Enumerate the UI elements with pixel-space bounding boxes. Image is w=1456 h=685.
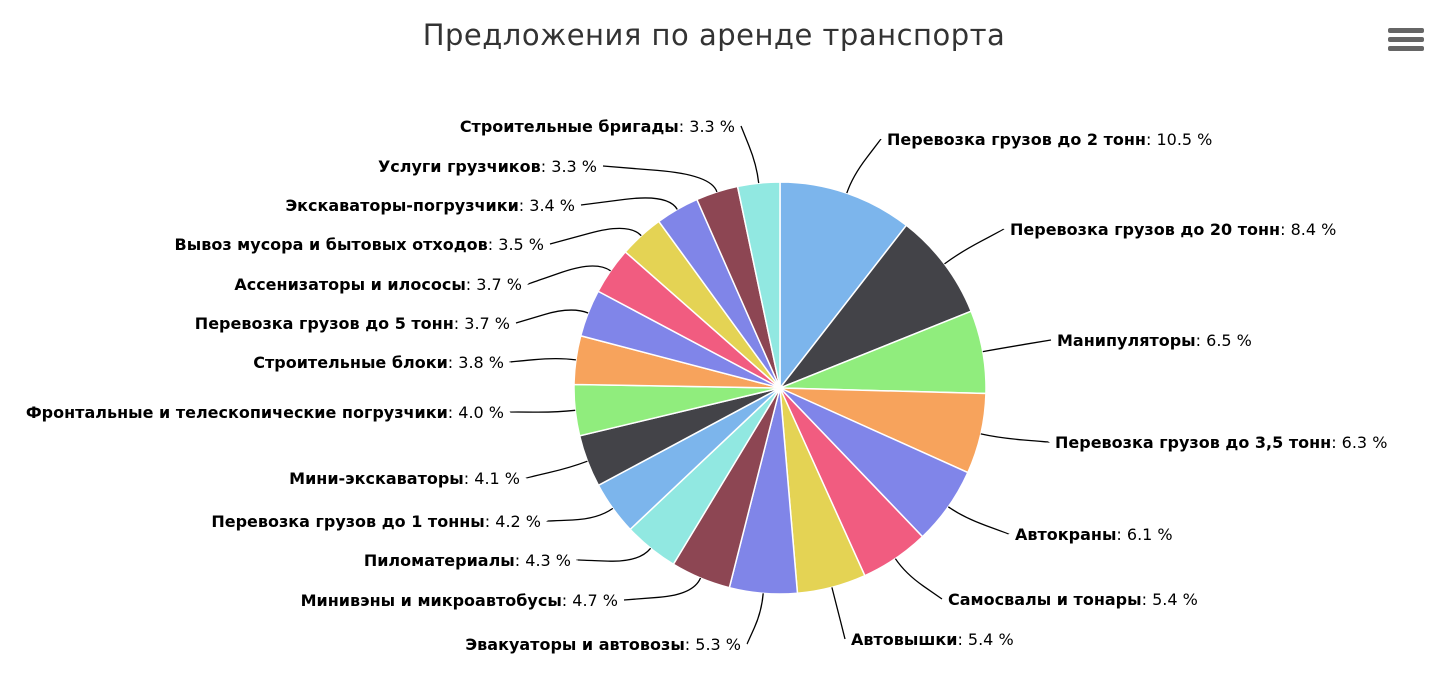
slice-label-name: Фронтальные и телескопические погрузчики	[26, 403, 448, 422]
slice-label-value: : 3.5 %	[488, 235, 544, 254]
slice-label-value: : 5.3 %	[685, 635, 741, 654]
slice-label-value: : 6.1 %	[1116, 525, 1172, 544]
label-connector	[982, 339, 1052, 353]
slice-label-name: Автовышки	[851, 630, 957, 649]
label-connector	[602, 165, 718, 193]
slice-label-value: : 6.3 %	[1331, 433, 1387, 452]
slice-label-name: Перевозка грузов до 2 тонн	[887, 130, 1146, 149]
slice-label: Строительные бригады: 3.3 %	[460, 117, 735, 136]
slice-label: Самосвалы и тонары: 5.4 %	[948, 590, 1198, 609]
slice-label-name: Строительные блоки	[253, 353, 448, 372]
chart-title: Предложения по аренде транспорта	[422, 18, 1006, 52]
label-connector	[576, 547, 652, 562]
slice-label: Фронтальные и телескопические погрузчики…	[26, 403, 504, 422]
slice-label: Ассенизаторы и илососы: 3.7 %	[234, 275, 522, 294]
slice-label-name: Перевозка грузов до 5 тонн	[195, 314, 454, 333]
slice-label-value: : 4.2 %	[485, 512, 541, 531]
slice-label-value: : 3.3 %	[541, 157, 597, 176]
slice-label-value: : 3.8 %	[448, 353, 504, 372]
slice-label-value: : 10.5 %	[1146, 130, 1212, 149]
slice-label-value: : 4.0 %	[448, 403, 504, 422]
label-connector	[846, 138, 882, 194]
slice-label: Манипуляторы: 6.5 %	[1057, 331, 1252, 350]
label-connector	[831, 587, 846, 640]
chart-menu-button[interactable]	[1388, 28, 1424, 58]
slice-label-value: : 4.3 %	[515, 551, 571, 570]
slice-label-name: Эвакуаторы и автовозы	[465, 635, 684, 654]
label-connectors	[509, 125, 1052, 645]
label-connector	[980, 433, 1050, 443]
label-connector	[546, 507, 614, 522]
slice-label: Строительные блоки: 3.8 %	[253, 353, 504, 372]
label-connector	[944, 228, 1005, 265]
pie-slice[interactable]	[779, 181, 908, 391]
slice-label-value: : 3.4 %	[519, 196, 575, 215]
hamburger-menu-icon	[1388, 28, 1424, 51]
label-connector	[947, 506, 1010, 535]
slice-label-name: Вывоз мусора и бытовых отходов	[175, 235, 488, 254]
label-connector	[740, 125, 760, 184]
slice-label-name: Минивэны и микроавтобусы	[301, 591, 562, 610]
slice-label-value: : 3.3 %	[679, 117, 735, 136]
label-connector	[746, 593, 764, 645]
slice-label-value: : 6.5 %	[1196, 331, 1252, 350]
slice-label-name: Перевозка грузов до 1 тонны	[211, 512, 484, 531]
slice-label-value: : 3.7 %	[466, 275, 522, 294]
slice-label: Пиломатериалы: 4.3 %	[364, 551, 571, 570]
slice-label-name: Пиломатериалы	[364, 551, 515, 570]
slice-label-name: Строительные бригады	[460, 117, 679, 136]
label-connector	[527, 265, 611, 285]
slice-label: Услуги грузчиков: 3.3 %	[378, 157, 597, 176]
pie-slice[interactable]	[777, 224, 973, 390]
slice-label: Автокраны: 6.1 %	[1015, 525, 1173, 544]
slice-label-name: Самосвалы и тонары	[948, 590, 1142, 609]
label-connector	[525, 460, 588, 479]
pie-slice[interactable]	[736, 181, 781, 389]
slice-label: Эвакуаторы и автовозы: 5.3 %	[465, 635, 741, 654]
slice-label-value: : 4.7 %	[562, 591, 618, 610]
label-connector	[549, 227, 642, 245]
slice-label: Перевозка грузов до 2 тонн: 10.5 %	[887, 130, 1212, 149]
slice-label-name: Автокраны	[1015, 525, 1116, 544]
label-connector	[623, 577, 702, 601]
label-connector	[515, 309, 589, 324]
label-connector	[509, 358, 576, 363]
slice-label: Минивэны и микроавтобусы: 4.7 %	[301, 591, 618, 610]
slice-label: Перевозка грузов до 1 тонны: 4.2 %	[211, 512, 541, 531]
slice-label: Экскаваторы-погрузчики: 3.4 %	[285, 196, 575, 215]
slice-label-name: Перевозка грузов до 3,5 тонн	[1055, 433, 1331, 452]
slice-label-value: : 8.4 %	[1280, 220, 1336, 239]
slice-label-value: : 5.4 %	[1142, 590, 1198, 609]
slice-label-name: Экскаваторы-погрузчики	[285, 196, 518, 215]
slice-label-name: Манипуляторы	[1057, 331, 1196, 350]
slice-label: Вывоз мусора и бытовых отходов: 3.5 %	[175, 235, 544, 254]
slice-label: Перевозка грузов до 20 тонн: 8.4 %	[1010, 220, 1336, 239]
label-connector	[509, 409, 576, 413]
pie-slices	[573, 181, 987, 595]
slice-label-value: : 4.1 %	[464, 469, 520, 488]
slice-label: Перевозка грузов до 3,5 тонн: 6.3 %	[1055, 433, 1387, 452]
slice-label-value: : 5.4 %	[957, 630, 1013, 649]
slice-label-name: Ассенизаторы и илососы	[234, 275, 465, 294]
slice-label-name: Услуги грузчиков	[378, 157, 541, 176]
slice-label: Перевозка грузов до 5 тонн: 3.7 %	[195, 314, 510, 333]
slice-label: Автовышки: 5.4 %	[851, 630, 1014, 649]
slice-label-name: Перевозка грузов до 20 тонн	[1010, 220, 1280, 239]
slice-label-value: : 3.7 %	[454, 314, 510, 333]
slice-labels: Перевозка грузов до 2 тонн: 10.5 %Перево…	[26, 117, 1388, 654]
slice-label-name: Мини-экскаваторы	[289, 469, 464, 488]
label-connector	[894, 558, 943, 600]
label-connector	[580, 197, 678, 210]
slice-label: Мини-экскаваторы: 4.1 %	[289, 469, 520, 488]
